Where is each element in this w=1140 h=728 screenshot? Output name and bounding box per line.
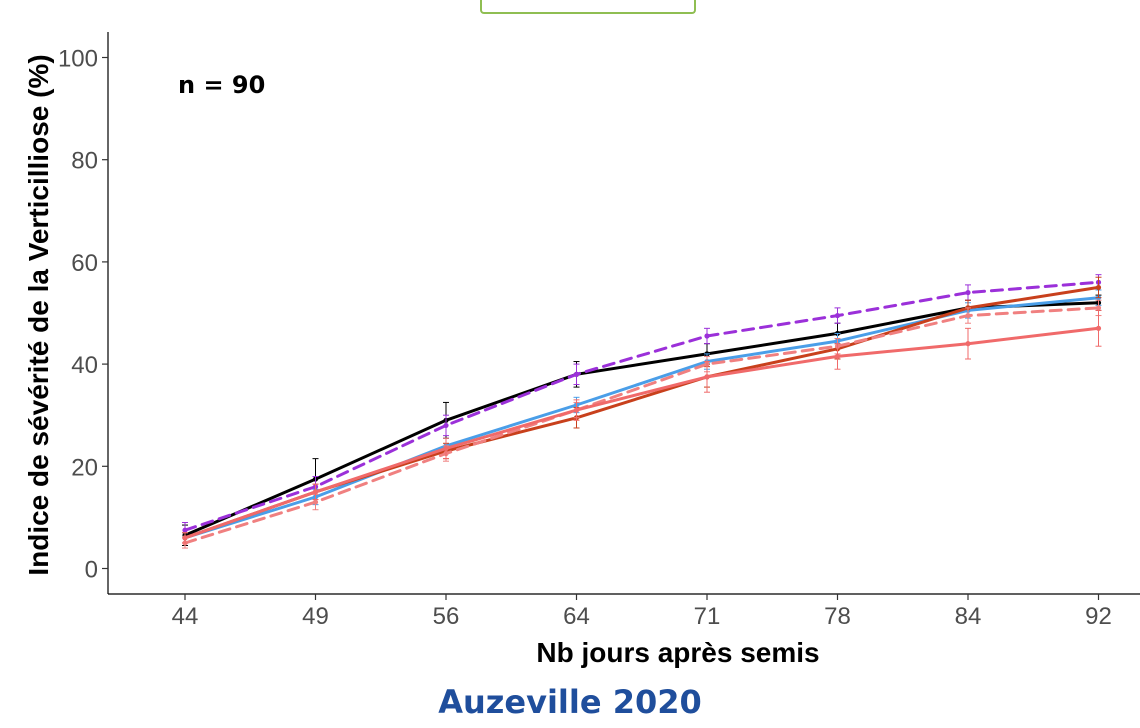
- x-tick-label: 71: [694, 603, 721, 630]
- sample-size-annotation: n = 90: [178, 71, 265, 99]
- data-point: [704, 374, 710, 380]
- data-point: [312, 489, 319, 495]
- data-point: [312, 499, 319, 505]
- data-point: [443, 422, 449, 429]
- series-line: [183, 301, 1100, 537]
- data-point: [1095, 305, 1102, 311]
- data-point: [182, 535, 188, 541]
- data-point: [573, 407, 580, 413]
- series-line: [183, 296, 1100, 540]
- series-1: [182, 294, 1102, 547]
- data-point: [965, 341, 971, 347]
- x-tick-label: 84: [955, 603, 982, 630]
- axes: 0 20 40 60 80 100 44 49 56 64 71 78 84 92: [58, 32, 1140, 630]
- series-2: [182, 274, 1102, 539]
- data-point: [573, 371, 580, 377]
- data-point: [1095, 325, 1102, 331]
- series-3: [182, 289, 1102, 544]
- x-tick-label: 64: [563, 603, 590, 630]
- y-tick-label: 80: [71, 148, 98, 175]
- y-axis-title: Indice de sévérité de la Verticilliose (…: [23, 54, 54, 575]
- y-tick-label: 100: [58, 46, 98, 73]
- series-line: [183, 306, 1100, 545]
- y-tick-label: 40: [71, 352, 98, 379]
- y-tick-label: 20: [71, 454, 98, 481]
- data-point: [182, 527, 188, 533]
- data-point: [965, 312, 971, 319]
- data-point: [443, 445, 449, 452]
- y-tick-label: 60: [71, 250, 98, 277]
- x-axis-title: Nb jours après semis: [536, 637, 819, 668]
- x-tick-label: 78: [824, 603, 851, 630]
- series-line: [183, 280, 1100, 532]
- x-tick-label: 56: [433, 603, 460, 630]
- data-point: [834, 312, 841, 319]
- y-tick-label: 0: [85, 557, 98, 584]
- series-layer: [182, 274, 1102, 549]
- series-line: [183, 326, 1100, 540]
- data-point: [704, 333, 710, 339]
- series-6: [182, 309, 1102, 544]
- series-5: [182, 299, 1102, 549]
- data-point: [965, 289, 971, 296]
- x-tick-label: 44: [172, 603, 199, 630]
- logo-fragment: [480, 0, 696, 14]
- chart: 0 20 40 60 80 100 44 49 56 64 71 78 84 92 n = 90 Nb j…: [23, 32, 1140, 668]
- x-tick-label: 49: [302, 603, 329, 630]
- site-year-caption: Auzeville 2020: [438, 683, 702, 721]
- data-point: [834, 353, 841, 360]
- data-point: [1095, 284, 1102, 291]
- x-tick-label: 92: [1085, 603, 1112, 630]
